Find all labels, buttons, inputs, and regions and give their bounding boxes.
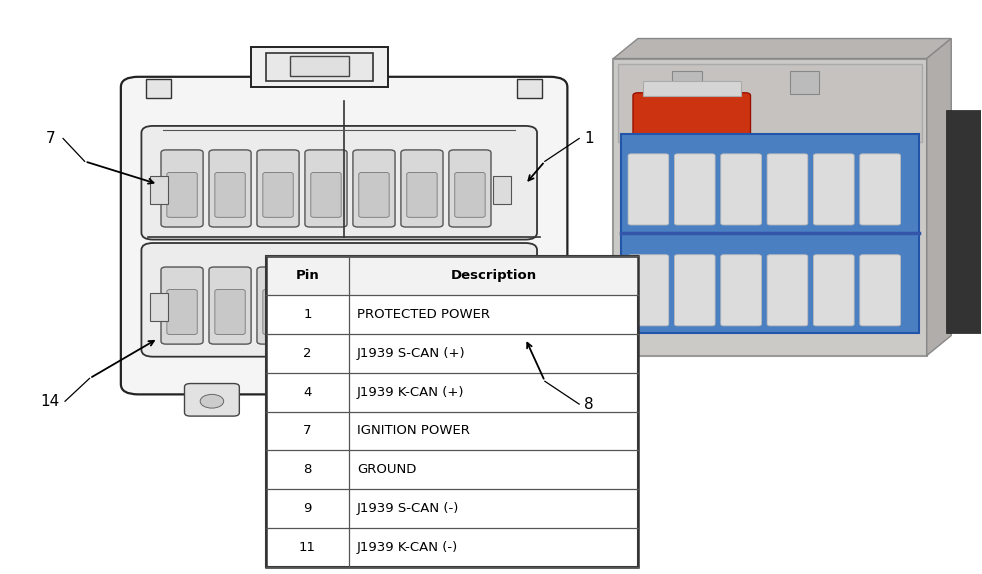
FancyBboxPatch shape [353, 150, 395, 227]
FancyBboxPatch shape [459, 383, 514, 416]
FancyBboxPatch shape [401, 150, 443, 227]
Bar [266, 256, 638, 567]
Text: 9: 9 [303, 502, 311, 515]
FancyBboxPatch shape [358, 172, 389, 218]
Bar [790, 71, 819, 94]
FancyBboxPatch shape [185, 383, 240, 416]
Bar [614, 59, 927, 355]
FancyBboxPatch shape [209, 267, 251, 344]
FancyBboxPatch shape [455, 172, 485, 218]
FancyBboxPatch shape [311, 289, 341, 335]
FancyBboxPatch shape [813, 255, 854, 326]
FancyBboxPatch shape [407, 289, 437, 335]
Text: 7: 7 [303, 424, 311, 437]
Bar [266, 256, 638, 295]
Text: 8: 8 [584, 397, 594, 412]
FancyBboxPatch shape [215, 172, 246, 218]
Bar [266, 256, 638, 567]
Text: Pin: Pin [296, 269, 319, 282]
FancyBboxPatch shape [209, 150, 251, 227]
Text: J1939 K-CAN (-): J1939 K-CAN (-) [356, 541, 458, 554]
FancyBboxPatch shape [628, 255, 669, 326]
FancyBboxPatch shape [257, 150, 300, 227]
FancyBboxPatch shape [449, 150, 491, 227]
Bar [619, 64, 922, 142]
Bar [672, 71, 701, 94]
Text: IGNITION POWER: IGNITION POWER [356, 424, 469, 437]
Text: 14: 14 [40, 394, 60, 409]
Bar [150, 176, 168, 204]
FancyBboxPatch shape [675, 154, 715, 225]
FancyBboxPatch shape [263, 172, 294, 218]
Text: J1939 S-CAN (+): J1939 S-CAN (+) [356, 347, 465, 360]
Bar [622, 134, 919, 333]
Text: GROUND: GROUND [356, 463, 416, 476]
FancyBboxPatch shape [141, 243, 537, 356]
Circle shape [474, 394, 498, 408]
FancyBboxPatch shape [813, 154, 854, 225]
Text: 1: 1 [584, 131, 594, 146]
Bar [266, 53, 373, 82]
Circle shape [200, 394, 224, 408]
Text: 7: 7 [45, 131, 55, 146]
FancyBboxPatch shape [860, 154, 900, 225]
FancyBboxPatch shape [167, 172, 197, 218]
FancyBboxPatch shape [358, 289, 389, 335]
FancyBboxPatch shape [310, 393, 373, 418]
Text: PROTECTED POWER: PROTECTED POWER [356, 308, 490, 321]
Bar [947, 110, 981, 333]
Text: 1: 1 [303, 308, 311, 321]
FancyBboxPatch shape [161, 150, 203, 227]
Bar [493, 176, 511, 204]
Bar [643, 82, 740, 96]
FancyBboxPatch shape [633, 93, 750, 135]
Bar [146, 79, 171, 99]
FancyBboxPatch shape [161, 267, 203, 344]
FancyBboxPatch shape [449, 267, 491, 344]
FancyBboxPatch shape [767, 255, 808, 326]
Bar [518, 79, 542, 99]
Bar [493, 293, 511, 321]
FancyBboxPatch shape [860, 255, 900, 326]
Text: J1939 K-CAN (+): J1939 K-CAN (+) [356, 386, 464, 398]
FancyBboxPatch shape [305, 267, 347, 344]
FancyBboxPatch shape [257, 267, 300, 344]
FancyBboxPatch shape [401, 267, 443, 344]
Text: 4: 4 [303, 386, 311, 398]
FancyBboxPatch shape [455, 289, 485, 335]
Circle shape [337, 394, 360, 408]
Text: 8: 8 [303, 463, 311, 476]
FancyBboxPatch shape [263, 289, 294, 335]
FancyBboxPatch shape [353, 267, 395, 344]
FancyBboxPatch shape [305, 150, 347, 227]
FancyBboxPatch shape [407, 172, 437, 218]
FancyBboxPatch shape [675, 255, 715, 326]
FancyBboxPatch shape [321, 383, 376, 416]
FancyBboxPatch shape [721, 154, 761, 225]
Polygon shape [614, 38, 952, 59]
Bar [251, 47, 388, 87]
Text: Description: Description [451, 269, 536, 282]
Text: 11: 11 [299, 541, 316, 554]
Text: 2: 2 [303, 347, 311, 360]
Text: J1939 S-CAN (-): J1939 S-CAN (-) [356, 502, 460, 515]
FancyBboxPatch shape [721, 255, 761, 326]
Bar [150, 293, 168, 321]
Polygon shape [927, 38, 952, 355]
FancyBboxPatch shape [767, 154, 808, 225]
FancyBboxPatch shape [628, 154, 669, 225]
FancyBboxPatch shape [311, 172, 341, 218]
FancyBboxPatch shape [167, 289, 197, 335]
FancyBboxPatch shape [215, 289, 246, 335]
FancyBboxPatch shape [121, 77, 568, 394]
FancyBboxPatch shape [141, 126, 537, 239]
Bar [291, 56, 349, 76]
